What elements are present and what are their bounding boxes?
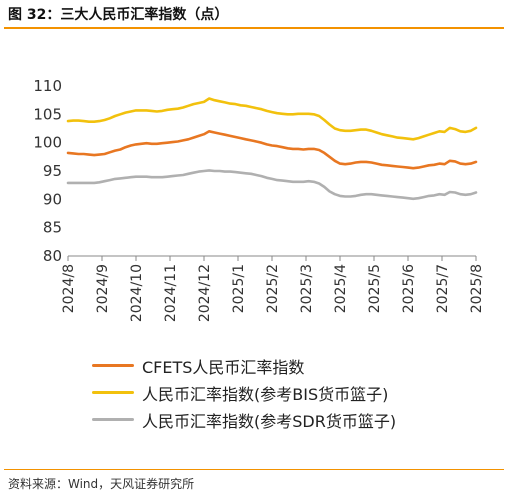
legend-item-bis: 人民币汇率指数(参考BIS货币篮子) [92, 379, 396, 406]
y-tick-label: 95 [43, 162, 62, 180]
x-tick-label: 2025/5 [367, 264, 383, 313]
x-tick-label: 2025/1 [231, 264, 247, 313]
y-tick-label: 100 [33, 134, 62, 152]
x-tick-label: 2025/6 [401, 264, 417, 313]
title-divider [4, 27, 504, 29]
legend-label-cfets: CFETS人民币汇率指数 [142, 357, 305, 377]
y-tick-label: 110 [33, 77, 62, 95]
y-axis-ticks: 80 85 90 95 100 105 110 [33, 77, 62, 265]
y-tick-label: 105 [33, 105, 62, 123]
x-tick-label: 2024/9 [95, 264, 111, 313]
x-tick-label: 2025/8 [469, 264, 485, 313]
y-tick-label: 85 [43, 219, 62, 237]
source-note: 资料来源：Wind，天风证券研究所 [8, 477, 195, 491]
bis-line [66, 97, 478, 141]
footer-divider [4, 469, 504, 470]
x-tick-label: 2024/10 [129, 264, 145, 322]
figure-title: 图 32：三大人民币汇率指数（点） [8, 7, 229, 23]
legend-label-bis: 人民币汇率指数(参考BIS货币篮子) [142, 384, 389, 404]
x-tick-label: 2024/12 [197, 264, 213, 322]
legend-swatch-cfets [92, 364, 134, 367]
legend-swatch-bis [92, 391, 134, 394]
x-axis-ticks: 2024/8 2024/9 2024/10 2024/11 2024/12 2025/1 2… [61, 256, 485, 322]
x-tick-label: 2025/2 [265, 264, 281, 313]
x-tick-label: 2025/4 [333, 264, 349, 313]
cfets-line [66, 130, 478, 170]
legend-item-sdr: 人民币汇率指数(参考SDR货币篮子) [92, 406, 396, 433]
sdr-line [66, 169, 478, 201]
x-tick-label: 2024/11 [163, 264, 179, 322]
series-lines [66, 97, 478, 201]
y-tick-label: 90 [43, 190, 62, 208]
x-tick-label: 2025/7 [435, 264, 451, 313]
legend-label-sdr: 人民币汇率指数(参考SDR货币篮子) [142, 411, 397, 431]
legend-swatch-sdr [92, 418, 134, 421]
y-tick-label: 80 [43, 247, 62, 265]
x-tick-label: 2024/8 [61, 264, 77, 313]
chart-legend: CFETS人民币汇率指数 人民币汇率指数(参考BIS货币篮子) 人民币汇率指数(… [92, 352, 396, 433]
x-tick-label: 2025/3 [299, 264, 315, 313]
legend-item-cfets: CFETS人民币汇率指数 [92, 352, 396, 379]
